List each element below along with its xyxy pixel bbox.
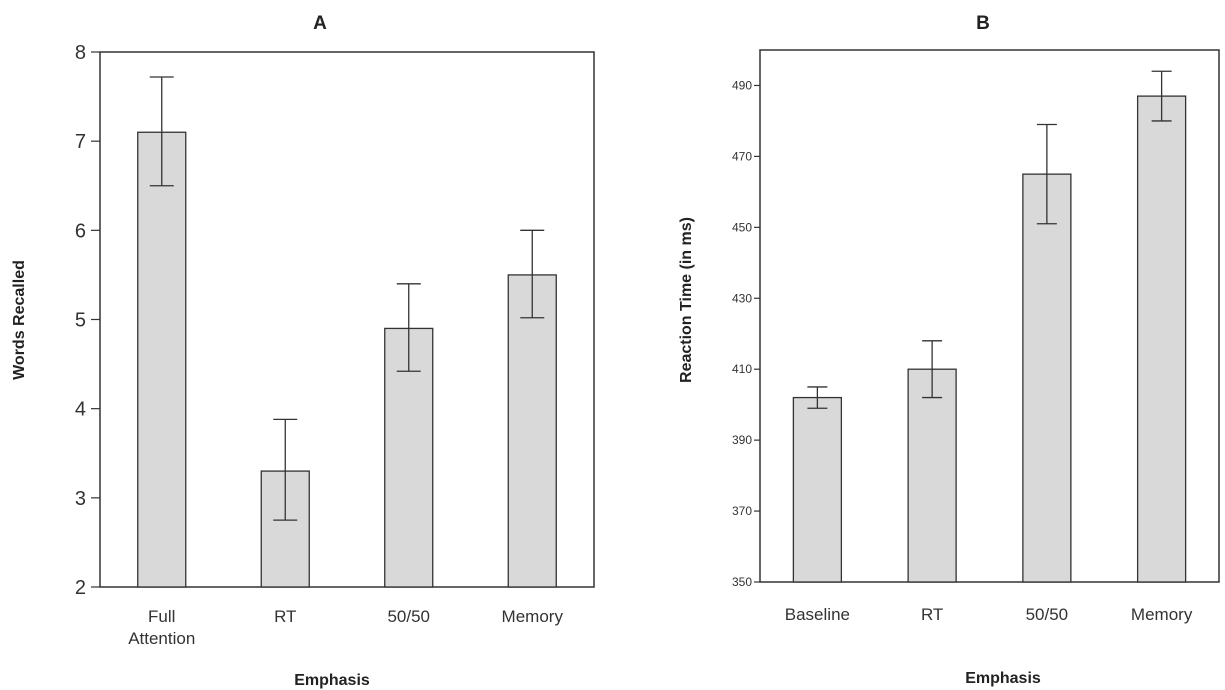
y-tick-label-a: 4: [75, 399, 86, 421]
y-axis-title-a: Words Recalled: [11, 260, 28, 380]
y-tick-label-a: 8: [75, 42, 86, 64]
y-tick-label-b: 430: [732, 291, 752, 305]
y-axis-title-b: Reaction Time (in ms): [678, 217, 695, 383]
bars-a: [137, 76, 557, 588]
y-tick-label-b: 370: [732, 504, 752, 518]
y-tick-label-b: 470: [732, 149, 752, 163]
chart-panel-b: B 350 370 390 410 430 450 470 490 Baseline RT 50/…: [678, 13, 1220, 687]
x-category-label-a: Memory: [502, 607, 564, 626]
bar-a: [507, 274, 557, 588]
x-category-label-a: 50/50: [387, 607, 430, 626]
bar-b: [792, 396, 843, 583]
x-category-label-a: Full: [148, 607, 175, 626]
y-tick-label-a: 3: [75, 488, 86, 510]
x-category-label-b: Baseline: [785, 605, 850, 624]
bar-b: [1136, 95, 1187, 583]
chart-panel-a: A 2 3 4 5 6 7 8 Full Attention RT 50/50 Memory Emp…: [11, 13, 595, 689]
bar-b: [1022, 173, 1072, 583]
bar-a: [137, 131, 187, 588]
y-tick-label-b: 390: [732, 433, 752, 447]
x-categories-b: Baseline RT 50/50 Memory: [785, 605, 1193, 624]
x-categories-a: Full Attention RT 50/50 Memory: [128, 607, 563, 648]
x-axis-title-b: Emphasis: [965, 670, 1041, 687]
x-category-label-b: RT: [921, 605, 943, 624]
y-tick-label-b: 490: [732, 78, 752, 92]
y-tick-label-a: 2: [75, 577, 86, 599]
x-category-label-b: Memory: [1131, 605, 1193, 624]
x-category-label-b: 50/50: [1026, 605, 1069, 624]
y-ticks-b: 350 370 390 410 430 450 470 490: [732, 78, 760, 589]
x-category-label-a: RT: [274, 607, 296, 626]
bars-b: [792, 70, 1187, 583]
y-tick-label-a: 5: [75, 310, 86, 332]
plot-frame-b: [759, 49, 1220, 583]
x-axis-title-a: Emphasis: [294, 672, 370, 689]
y-tick-label-a: 6: [75, 220, 86, 242]
chart-title-a: A: [313, 13, 327, 34]
y-tick-label-a: 7: [75, 131, 86, 153]
y-tick-label-b: 410: [732, 362, 752, 376]
y-tick-label-b: 350: [732, 575, 752, 589]
bar-b: [907, 368, 957, 583]
y-tick-label-b: 450: [732, 220, 752, 234]
chart-title-b: B: [976, 13, 990, 34]
y-ticks-a: 2 3 4 5 6 7 8: [75, 42, 100, 599]
x-category-label-a: Attention: [128, 629, 195, 648]
